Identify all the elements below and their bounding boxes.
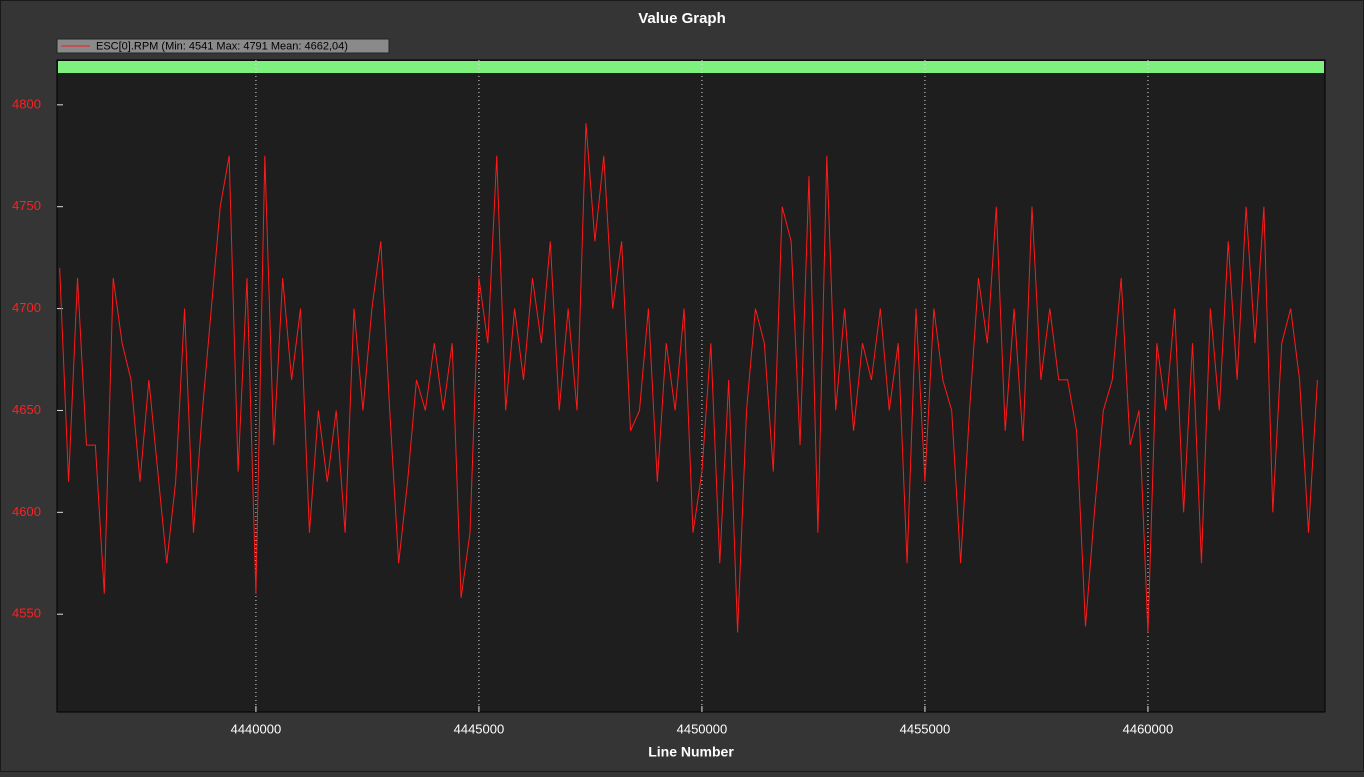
y-tick-label: 4550: [12, 606, 41, 621]
chart-title: Value Graph: [638, 10, 726, 27]
y-tick-label: 4800: [12, 96, 41, 111]
x-tick-label: 4445000: [454, 721, 505, 736]
range-bar: [58, 61, 1324, 73]
plot-area: [56, 59, 1326, 713]
legend-box: [56, 38, 390, 54]
y-tick-label: 4650: [12, 402, 41, 417]
x-tick-label: 4440000: [231, 721, 282, 736]
x-tick-label: 4460000: [1123, 721, 1174, 736]
x-tick-label: 4450000: [677, 721, 728, 736]
y-tick-label: 4600: [12, 504, 41, 519]
legend-label: ESC[0].RPM (Min: 4541 Max: 4791 Mean: 46…: [96, 40, 348, 52]
x-axis-label: Line Number: [648, 744, 734, 760]
y-tick-label: 4700: [12, 300, 41, 315]
y-tick-label: 4750: [12, 198, 41, 213]
series-line: [59, 123, 1318, 633]
x-tick-label: 4455000: [900, 721, 951, 736]
